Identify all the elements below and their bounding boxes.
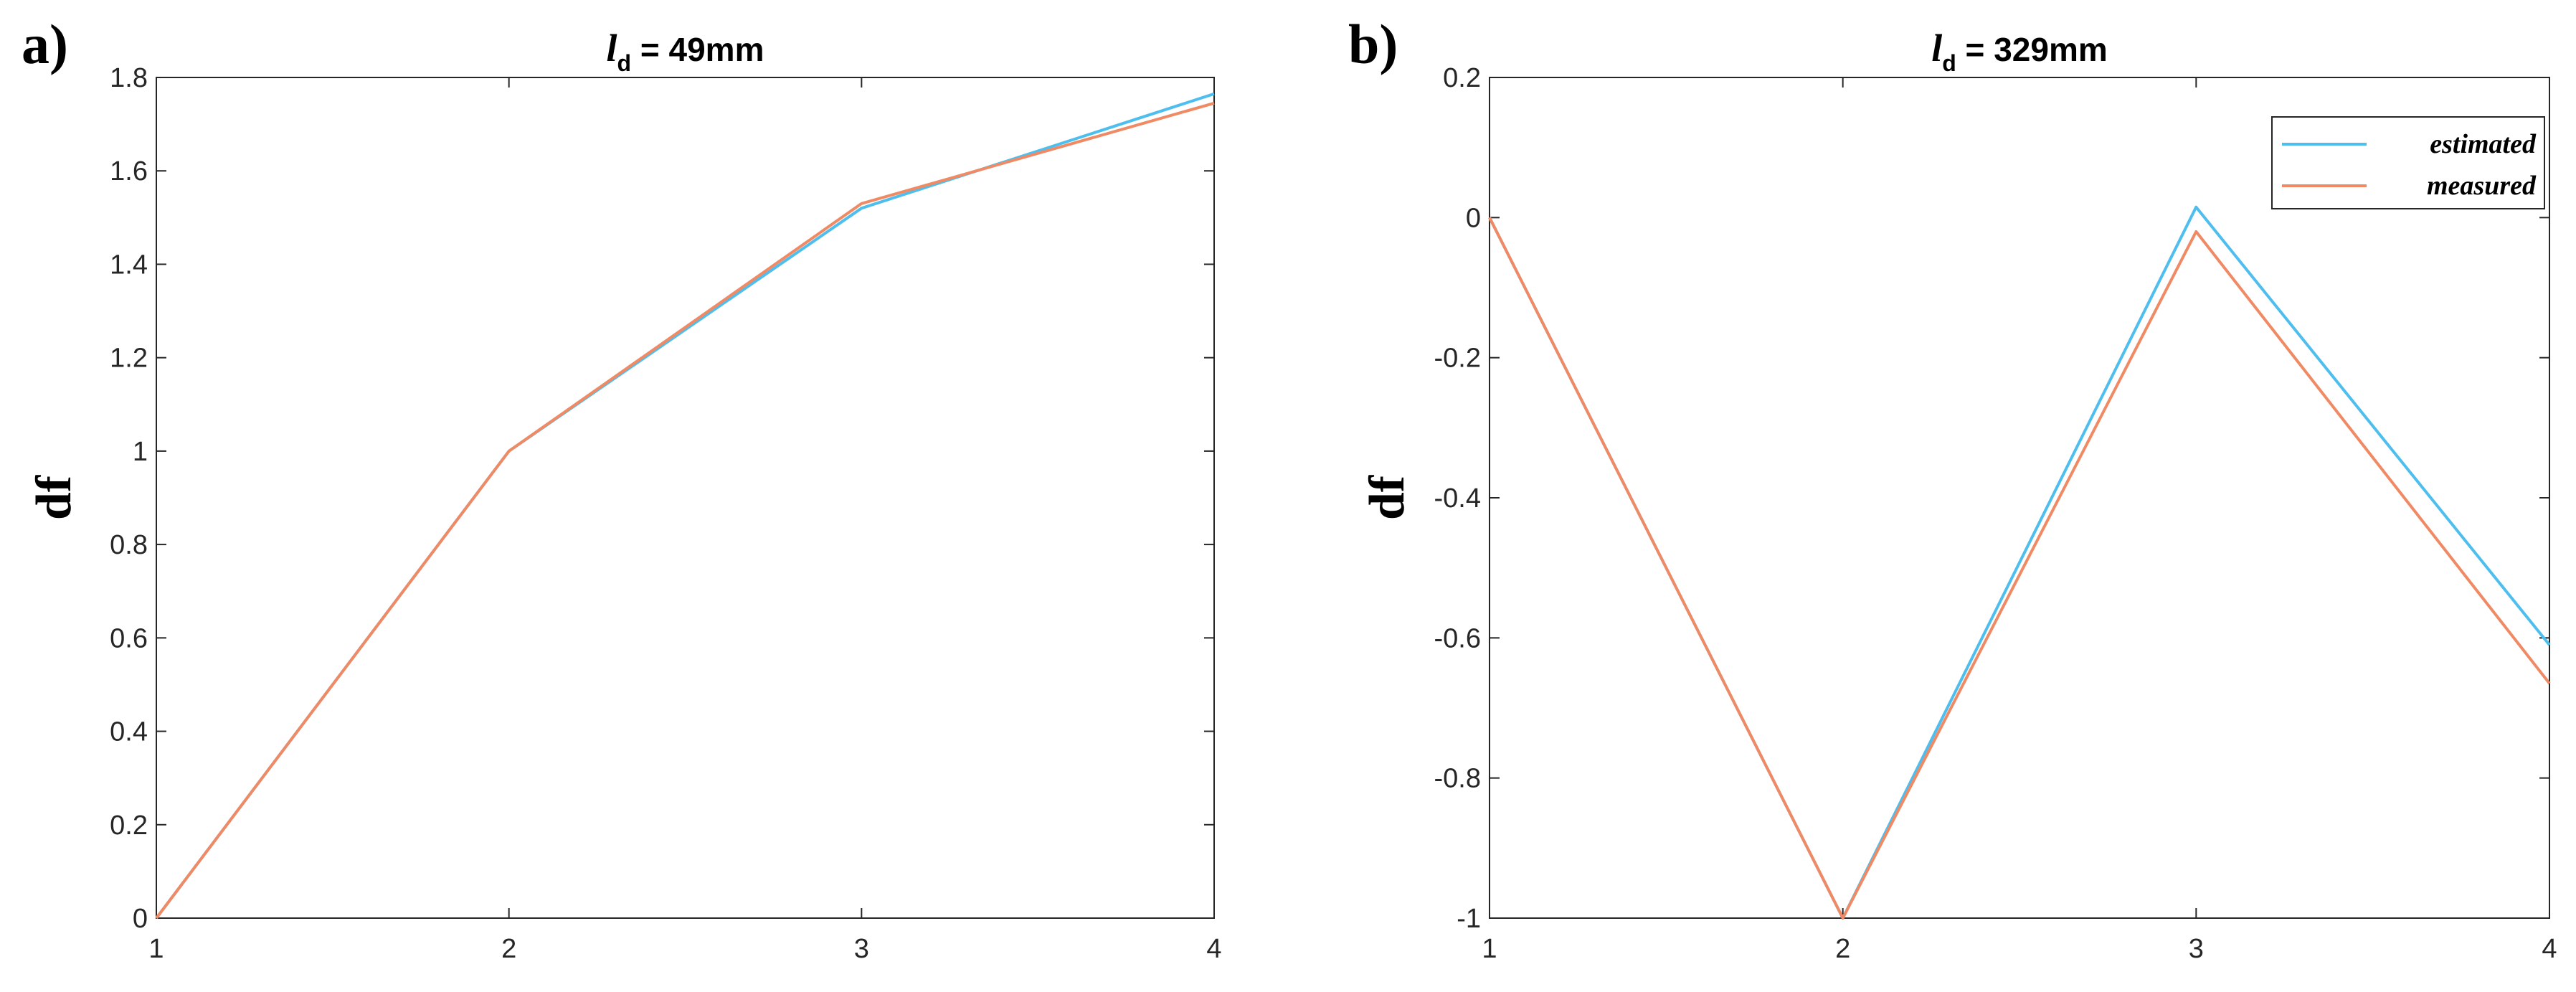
y-tick-label: -0.6 (1434, 623, 1481, 653)
legend-label-measured: measured (2427, 171, 2537, 201)
legend-label-estimated: estimated (2430, 129, 2537, 159)
legend: estimated measured (2271, 116, 2545, 209)
y-tick-label: 0.8 (110, 530, 148, 560)
chart-panel-2: -1 -0.8 -0.6 -0.4 -0.2 0 0.2 1 2 3 4 ld = 329mm df b)… (1348, 13, 2557, 964)
x-tick-label: 4 (1206, 934, 1221, 964)
panel-label: a) (22, 13, 68, 75)
series-line-measured (1488, 217, 2551, 920)
x-tick-label: 2 (501, 934, 516, 964)
y-axis-label: df (1360, 475, 1415, 520)
series-line-measured (155, 101, 1215, 920)
chart-title: ld = 49mm (607, 27, 764, 76)
y-tick-label: 1.6 (110, 156, 148, 186)
x-tick-label: 3 (2189, 934, 2204, 964)
y-tick-label: 0.4 (110, 717, 148, 747)
y-tick-label: 0.6 (110, 623, 148, 653)
plot-area (1489, 77, 2550, 919)
plot-area (156, 77, 1215, 919)
y-tick-label: -1 (1457, 904, 1481, 934)
panel-label: b) (1348, 13, 1398, 75)
y-tick-label: 0.2 (110, 811, 148, 841)
y-tick-label: 1.4 (110, 250, 148, 280)
chart-title: ld = 329mm (1931, 27, 2108, 76)
y-tick-label: 1.2 (110, 344, 148, 374)
y-tick-label: -0.4 (1434, 483, 1481, 514)
y-axis-label: df (27, 475, 82, 520)
x-tick-label: 1 (148, 934, 164, 964)
y-tick-label: 1.8 (110, 63, 148, 93)
x-tick-label: 4 (2542, 934, 2557, 964)
y-tick-label: -0.2 (1434, 344, 1481, 374)
x-tick-label: 3 (854, 934, 869, 964)
chart-panel-1: 0 0.2 0.4 0.6 0.8 1 1.2 1.4 1.6 1.8 1 2 3 4 ld = 49mm d… (22, 13, 1222, 964)
y-tick-label: 0 (1466, 203, 1481, 233)
legend-box (2271, 116, 2545, 209)
y-tick-label: 1 (133, 437, 148, 467)
y-tick-label: 0.2 (1443, 63, 1481, 93)
y-tick-label: 0 (133, 904, 148, 934)
y-tick-label: -0.8 (1434, 764, 1481, 794)
x-tick-label: 1 (1482, 934, 1497, 964)
x-tick-label: 2 (1835, 934, 1850, 964)
